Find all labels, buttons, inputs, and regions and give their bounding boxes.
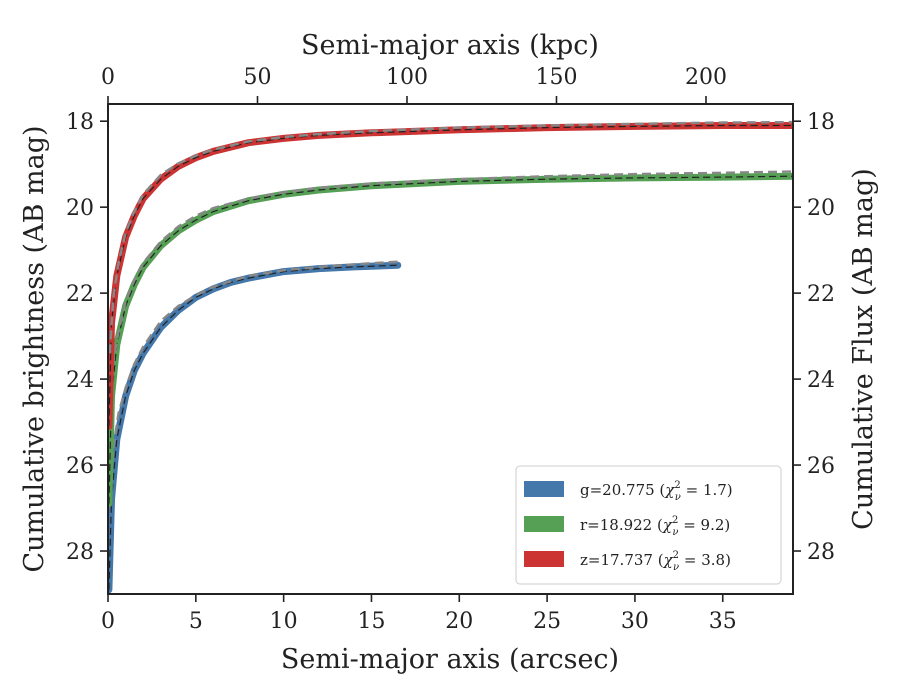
series-median-g — [108, 264, 398, 590]
x-axis-label: Semi-major axis (arcsec) — [281, 644, 619, 675]
bottom-x-axis: 0 5 10 15 20 25 30 35 — [101, 594, 737, 634]
legend-box — [515, 465, 782, 585]
x-tick-label: 15 — [357, 609, 385, 634]
legend-label-g: g=20.775 (χ2 ν = 1.7) — [580, 480, 733, 503]
curves-layer — [108, 120, 793, 594]
x-tick-label: 20 — [445, 609, 473, 634]
series-line-g — [108, 261, 402, 594]
top-x-tick-label: 150 — [535, 65, 577, 90]
x-tick-label: 35 — [709, 609, 737, 634]
plot-frame — [107, 103, 794, 595]
x-tick-label: 10 — [270, 609, 298, 634]
legend-label-r: r=18.922 (χ2 ν = 9.2) — [580, 515, 730, 538]
top-x-tick-label: 100 — [386, 65, 428, 90]
top-x-axis: 0 50 100 150 200 — [101, 65, 727, 104]
right-y-tick-label: 24 — [807, 368, 835, 393]
top-x-tick-label: 50 — [243, 65, 271, 90]
model-line-z — [108, 120, 793, 354]
top-x-axis-label: Semi-major axis (kpc) — [301, 30, 599, 61]
right-y-tick-label: 18 — [807, 110, 835, 135]
y-tick-label: 26 — [66, 454, 94, 479]
legend-swatch-g — [524, 481, 564, 497]
y-tick-label: 24 — [66, 368, 94, 393]
model-line-g — [108, 260, 398, 504]
y-tick-label: 18 — [66, 110, 94, 135]
legend-label-z: z=17.737 (χ2 ν = 3.8) — [580, 550, 731, 573]
x-tick-label: 30 — [621, 609, 649, 634]
series-median-r — [108, 175, 793, 504]
top-x-tick-label: 0 — [101, 65, 115, 90]
y-tick-label: 20 — [66, 196, 94, 221]
right-y-axis: 18 20 22 24 26 28 — [793, 110, 835, 565]
y-tick-label: 28 — [66, 540, 94, 565]
y-tick-label: 22 — [66, 282, 94, 307]
plot-area — [108, 120, 793, 594]
right-y-axis-label: Cumulative Flux (AB mag) — [848, 168, 879, 530]
x-tick-label: 0 — [101, 609, 115, 634]
right-y-tick-label: 22 — [807, 282, 835, 307]
legend: g=20.775 (χ2 ν = 1.7) r=18.922 (χ2 ν = 9.2)… — [515, 465, 782, 585]
model-line-r — [108, 170, 793, 423]
x-tick-label: 25 — [533, 609, 561, 634]
right-y-tick-label: 28 — [807, 540, 835, 565]
x-tick-label: 5 — [189, 609, 203, 634]
series-median-z — [108, 124, 793, 427]
series-line-z — [108, 122, 793, 430]
series-line-r — [108, 172, 793, 508]
left-y-axis: 18 20 22 24 26 28 — [66, 110, 108, 565]
right-y-tick-label: 26 — [807, 454, 835, 479]
right-y-tick-label: 20 — [807, 196, 835, 221]
legend-swatch-z — [524, 551, 564, 567]
top-x-tick-label: 200 — [685, 65, 727, 90]
legend-swatch-r — [524, 516, 564, 532]
y-axis-label: Cumulative brightness (AB mag) — [19, 125, 50, 572]
